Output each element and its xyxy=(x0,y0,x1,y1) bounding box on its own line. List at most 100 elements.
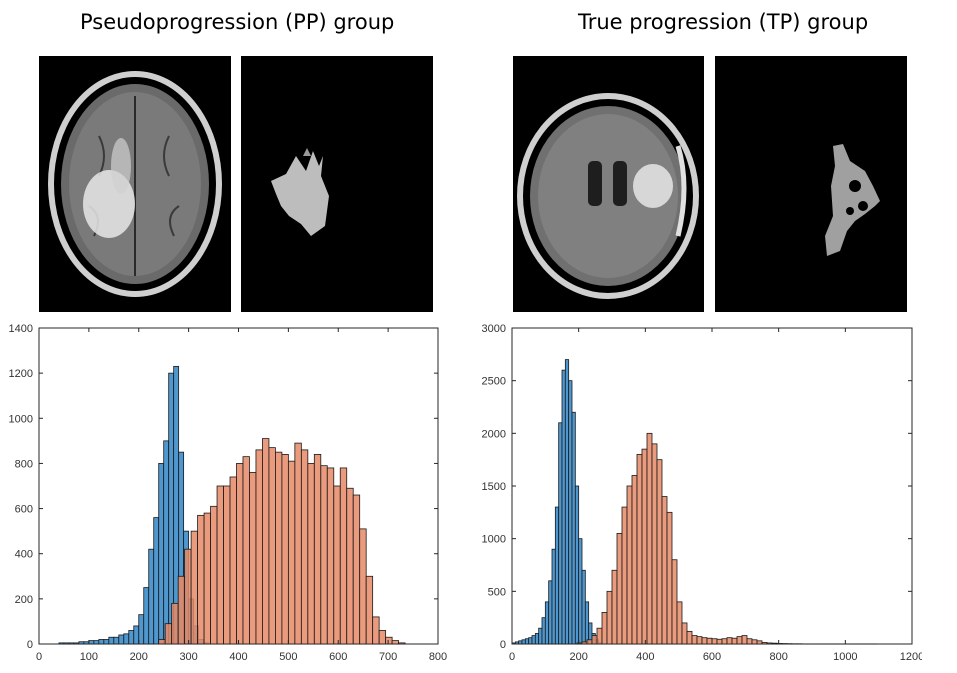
bar xyxy=(197,514,205,645)
bar xyxy=(143,587,150,645)
y-tick-label: 1500 xyxy=(482,481,506,493)
y-tick-label: 1000 xyxy=(482,534,506,546)
bar xyxy=(171,602,179,645)
bar xyxy=(255,449,263,645)
panel-title-tp: True progression (TP) group xyxy=(578,10,869,34)
bar xyxy=(190,530,199,645)
bar xyxy=(591,635,598,645)
bar xyxy=(216,485,224,645)
bar xyxy=(320,465,328,645)
bar xyxy=(651,443,658,645)
bar xyxy=(300,449,309,645)
bar xyxy=(242,456,250,645)
bar xyxy=(771,642,778,645)
y-tick-label: 800 xyxy=(15,458,33,470)
bar xyxy=(359,528,367,645)
x-tick-label: 600 xyxy=(329,651,347,663)
bar xyxy=(372,616,380,645)
bar xyxy=(746,638,753,645)
bar xyxy=(294,442,302,645)
bar xyxy=(671,559,678,645)
y-tick-label: 2500 xyxy=(482,376,506,388)
bar xyxy=(63,642,70,645)
bar xyxy=(398,642,406,645)
bar xyxy=(93,640,100,645)
bar xyxy=(346,487,354,645)
bar xyxy=(531,635,536,645)
bar xyxy=(123,633,130,645)
bar xyxy=(548,580,553,645)
bar xyxy=(646,432,653,645)
bar xyxy=(726,637,733,645)
bar xyxy=(538,627,543,645)
x-tick-label: 500 xyxy=(279,651,297,663)
y-tick-label: 200 xyxy=(15,594,33,606)
histogram-pp: 0 100 200 300 400 500 600 700 800 0 200 400 600 800 10… xyxy=(9,323,448,663)
bar xyxy=(138,614,145,645)
bar xyxy=(584,601,590,645)
bar xyxy=(534,633,540,645)
bar xyxy=(776,643,783,645)
bar xyxy=(78,641,85,645)
bar xyxy=(68,642,75,645)
x-tick-label: 200 xyxy=(569,651,587,663)
bar xyxy=(98,639,105,645)
bar xyxy=(686,630,693,645)
x-tick-label: 200 xyxy=(130,651,148,663)
bar xyxy=(621,506,628,645)
pp-tumor-mask-image xyxy=(241,56,433,312)
bar xyxy=(558,422,563,645)
bar xyxy=(229,476,237,645)
bar xyxy=(676,601,683,645)
x-tick-label: 300 xyxy=(179,651,197,663)
bar xyxy=(287,460,296,645)
bar xyxy=(326,467,335,645)
bar xyxy=(518,640,523,645)
bar xyxy=(352,494,361,645)
bar xyxy=(113,636,120,645)
bar xyxy=(706,637,713,645)
bar xyxy=(661,496,668,645)
bar xyxy=(333,485,341,645)
bar xyxy=(601,611,608,645)
bar xyxy=(88,640,95,645)
bar xyxy=(656,459,663,645)
x-tick-label: 0 xyxy=(509,651,515,663)
bar xyxy=(148,548,155,645)
histogram-tp: 0 200 400 600 800 1000 1200 0 500 1000 1500 2000 250… xyxy=(482,323,922,663)
y-tick-label: 3000 xyxy=(482,323,506,335)
y-tick-label: 0 xyxy=(27,639,33,651)
bar xyxy=(158,639,166,645)
bar xyxy=(307,463,315,645)
bar xyxy=(391,640,399,645)
x-tick-label: 800 xyxy=(769,651,787,663)
bar xyxy=(571,411,576,645)
bar xyxy=(626,485,633,645)
bar xyxy=(521,639,526,645)
y-tick-label: 1000 xyxy=(9,413,33,425)
bar xyxy=(586,639,593,645)
x-tick-label: 0 xyxy=(36,651,42,663)
x-tick-label: 800 xyxy=(429,651,447,663)
bar xyxy=(133,625,140,645)
bar xyxy=(236,463,244,645)
y-tick-label: 500 xyxy=(488,586,506,598)
y-tick-label: 400 xyxy=(15,549,33,561)
bar xyxy=(163,440,170,645)
bar xyxy=(541,617,546,645)
bar xyxy=(741,635,748,645)
x-tick-label: 400 xyxy=(636,651,654,663)
bar xyxy=(223,485,231,645)
bar xyxy=(385,636,393,645)
bar xyxy=(736,636,743,645)
bar xyxy=(716,638,723,645)
bar xyxy=(636,453,643,645)
bar xyxy=(203,512,211,645)
bar xyxy=(544,601,550,645)
bar xyxy=(210,505,218,645)
bar xyxy=(73,642,80,645)
y-tick-label: 2000 xyxy=(482,428,506,440)
tp-mri-brain-image xyxy=(513,56,704,312)
pp-mri-brain-image xyxy=(39,56,231,312)
bar xyxy=(751,639,758,645)
